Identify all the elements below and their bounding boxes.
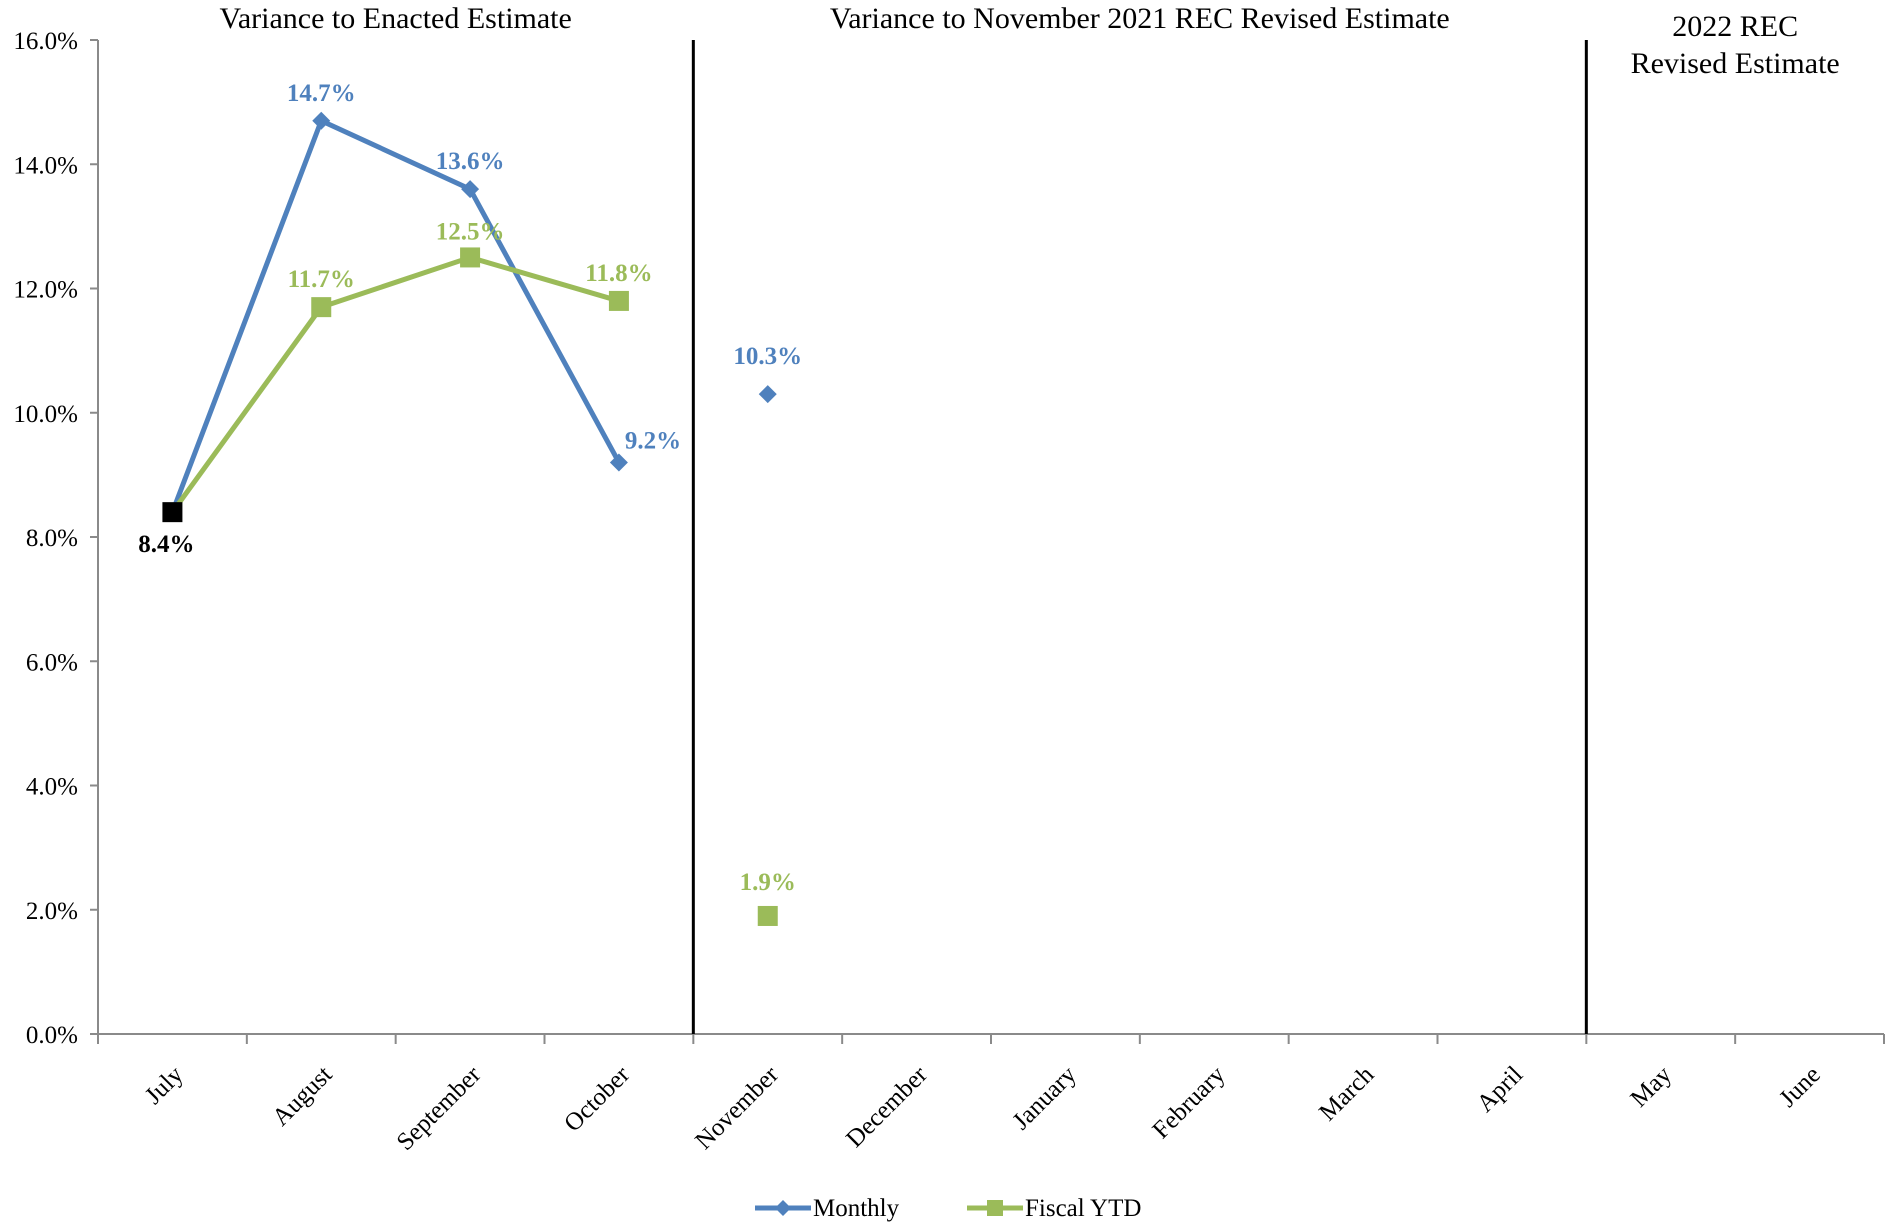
x-tick-label: February	[1148, 1061, 1231, 1144]
data-label: 1.9%	[740, 869, 796, 896]
legend-item: Monthly	[755, 1195, 900, 1222]
y-tick-label: 6.0%	[26, 649, 78, 676]
x-tick-label: August	[267, 1061, 337, 1131]
legend: Monthly Fiscal YTD	[755, 1195, 1141, 1222]
series-fiscal-ytd: 11.7% 12.5% 11.8% 1.9%	[170, 218, 796, 926]
data-point	[608, 290, 629, 311]
data-point	[609, 453, 628, 472]
x-tick-label: October	[559, 1061, 636, 1138]
data-label: 12.5%	[436, 218, 505, 245]
section-titles: Variance to Enacted Estimate Variance to …	[219, 2, 1839, 80]
series-layer: 14.7% 13.6% 9.2% 10.3% 11.7% 12.5% 11.8% 1.9% 8.…	[138, 80, 802, 926]
y-tick-label: 0.0%	[26, 1022, 78, 1049]
section-title: 2022 REC	[1672, 10, 1798, 43]
series-line	[170, 118, 622, 514]
y-tick-label: 4.0%	[26, 774, 78, 801]
y-tick-label: 16.0%	[13, 28, 78, 55]
data-point	[757, 905, 778, 926]
data-label: 8.4%	[138, 531, 194, 558]
data-label: 10.3%	[733, 343, 802, 370]
data-point	[758, 385, 777, 404]
legend-marker	[987, 1200, 1003, 1216]
x-tick-label: January	[1008, 1061, 1082, 1135]
data-label: 13.6%	[436, 148, 505, 175]
data-label: 14.7%	[287, 80, 356, 107]
section-title: Variance to Enacted Estimate	[219, 2, 571, 35]
legend-marker	[775, 1200, 791, 1216]
data-label: 11.7%	[288, 266, 355, 293]
data-point	[311, 297, 332, 318]
section-title: Revised Estimate	[1631, 47, 1840, 80]
x-tick-label: April	[1472, 1061, 1528, 1117]
x-tick-label: December	[841, 1061, 933, 1153]
data-label: 11.8%	[585, 260, 652, 287]
x-tick-label: June	[1774, 1061, 1825, 1112]
section-title: Variance to November 2021 REC Revised Es…	[830, 2, 1450, 35]
x-tick-label: March	[1314, 1061, 1380, 1127]
legend-label: Monthly	[813, 1195, 900, 1222]
x-tick-label: November	[690, 1061, 784, 1155]
data-point	[312, 111, 331, 130]
series-monthly: 14.7% 13.6% 9.2% 10.3%	[170, 80, 802, 514]
y-tick-label: 14.0%	[13, 152, 78, 179]
data-point	[460, 247, 481, 268]
legend-item: Fiscal YTD	[967, 1195, 1141, 1222]
y-tick-label: 8.0%	[26, 525, 78, 552]
data-label: 9.2%	[625, 427, 681, 454]
y-tick-label: 10.0%	[13, 401, 78, 428]
data-point-shared	[162, 502, 183, 523]
x-tick-label: September	[392, 1061, 487, 1156]
y-tick-label: 2.0%	[26, 898, 78, 925]
series-line	[170, 254, 620, 514]
legend-label: Fiscal YTD	[1025, 1195, 1141, 1222]
x-tick-label: July	[140, 1061, 189, 1110]
data-point	[461, 180, 480, 199]
y-tick-label: 12.0%	[13, 277, 78, 304]
x-tick-label: May	[1625, 1061, 1677, 1113]
